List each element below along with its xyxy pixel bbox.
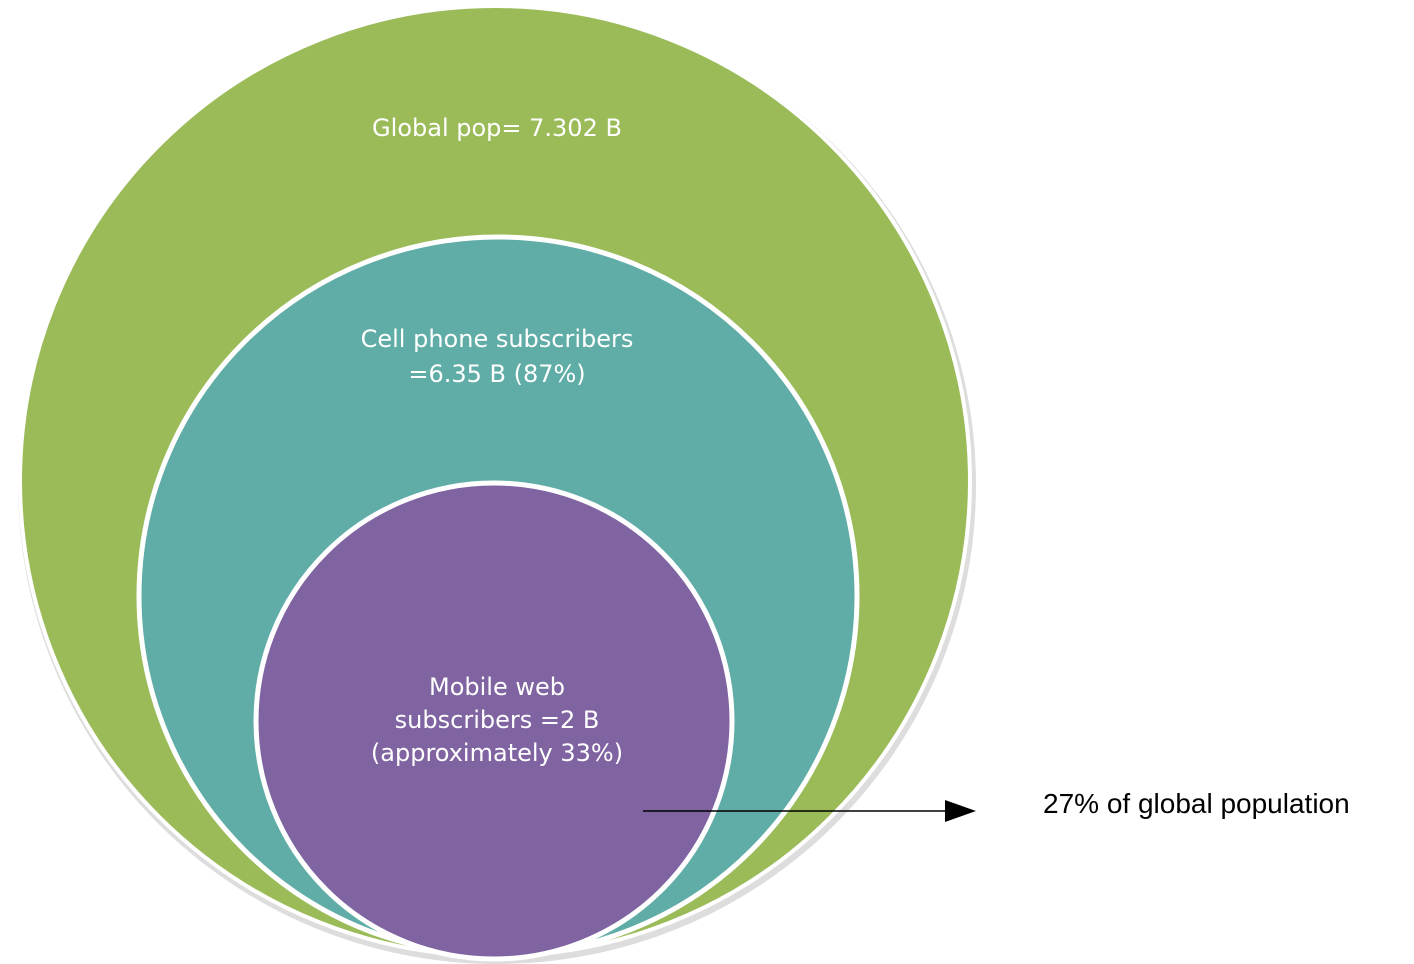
outer-circle-label: Global pop= 7.302 B xyxy=(372,114,622,142)
annotation-arrowhead-icon xyxy=(945,800,976,822)
inner-circle-label-line3: (approximately 33%) xyxy=(371,739,623,767)
middle-circle-label-line1: Cell phone subscribers xyxy=(361,325,634,353)
inner-circle-label-line2: subscribers =2 B xyxy=(395,706,600,734)
inner-circle-mobile-web xyxy=(253,480,735,962)
middle-circle-label-line2: =6.35 B (87%) xyxy=(408,360,585,388)
inner-circle-label-line1: Mobile web xyxy=(429,673,565,701)
annotation-text: 27% of global population xyxy=(1043,788,1350,819)
